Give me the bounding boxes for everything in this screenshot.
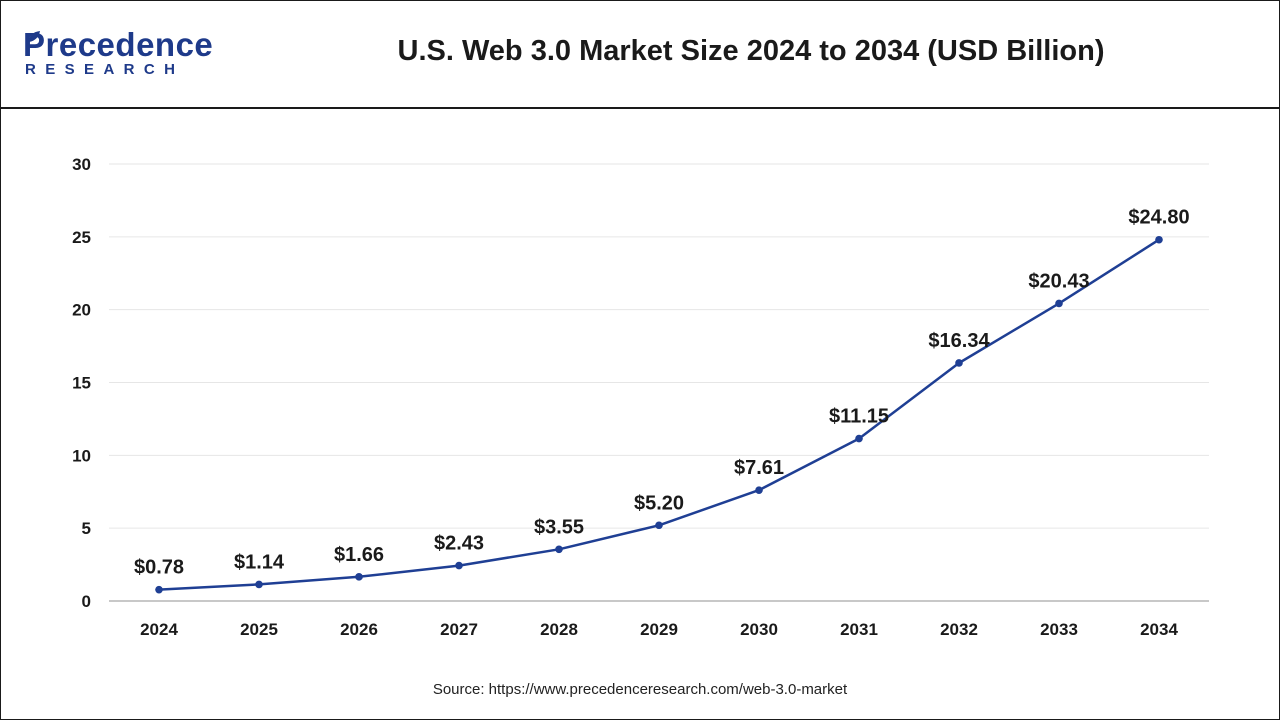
chart-area: 0 5 10 15 20 25 30 2024 2025 2026 2027 2028 2029 2030… [1,109,1279,669]
x-tick-label: 2025 [240,620,278,639]
data-point [1155,235,1163,244]
data-point [755,486,763,494]
y-tick-label: 10 [72,446,91,465]
y-tick-label: 5 [82,519,91,538]
x-tick-label: 2033 [1040,620,1078,639]
data-point [355,573,363,581]
x-tick-label: 2024 [140,620,178,639]
data-labels: $0.78 $1.14 $1.66 $2.43 $3.55 $5.20 $7.61 $11.1… [134,207,1190,579]
data-label: $7.61 [734,457,784,479]
x-tick-label: 2026 [340,620,378,639]
brand-subtitle: RESEARCH [25,61,185,78]
chart-title: U.S. Web 3.0 Market Size 2024 to 2034 (U… [397,35,1105,67]
data-points [155,235,1163,594]
x-tick-label: 2032 [940,620,978,639]
y-tick-label: 20 [72,301,91,320]
leaf-icon [29,31,40,42]
x-tick-label: 2028 [540,620,578,639]
series-line [158,238,1160,591]
data-point [455,561,463,570]
y-tick-label: 0 [82,592,91,611]
data-point [255,580,263,589]
x-tick-label: 2029 [640,620,678,639]
data-label: $2.43 [434,533,484,555]
data-point [855,434,863,443]
source-note: Source: https://www.precedenceresearch.c… [432,681,848,698]
data-label: $0.78 [134,557,184,579]
data-point [655,521,663,530]
brand-name: Precedence [23,26,214,63]
data-label: $24.80 [1128,207,1189,229]
data-point [555,545,563,554]
series-line-group [158,238,1160,591]
y-tick-label: 30 [72,155,91,174]
brand-logo: Precedence RESEARCH [23,27,223,87]
data-label: $1.66 [334,544,384,566]
x-tick-label: 2031 [840,620,878,639]
gridlines [109,163,1209,529]
data-point [155,585,163,594]
data-label: $20.43 [1028,270,1089,292]
data-label: $11.15 [829,406,889,428]
y-tick-label: 15 [72,374,91,393]
data-label: $3.55 [534,516,584,538]
x-tick-label: 2027 [440,620,478,639]
data-label: $16.34 [928,330,990,352]
header-bar: Precedence RESEARCH U.S. Web 3.0 Market … [1,1,1279,109]
y-tick-label: 25 [72,228,91,247]
x-tick-label: 2034 [1140,620,1178,639]
data-point [1055,299,1063,308]
x-tick-label: 2030 [740,620,778,639]
data-label: $1.14 [234,551,285,573]
data-point [955,359,963,367]
data-label: $5.20 [634,492,684,514]
